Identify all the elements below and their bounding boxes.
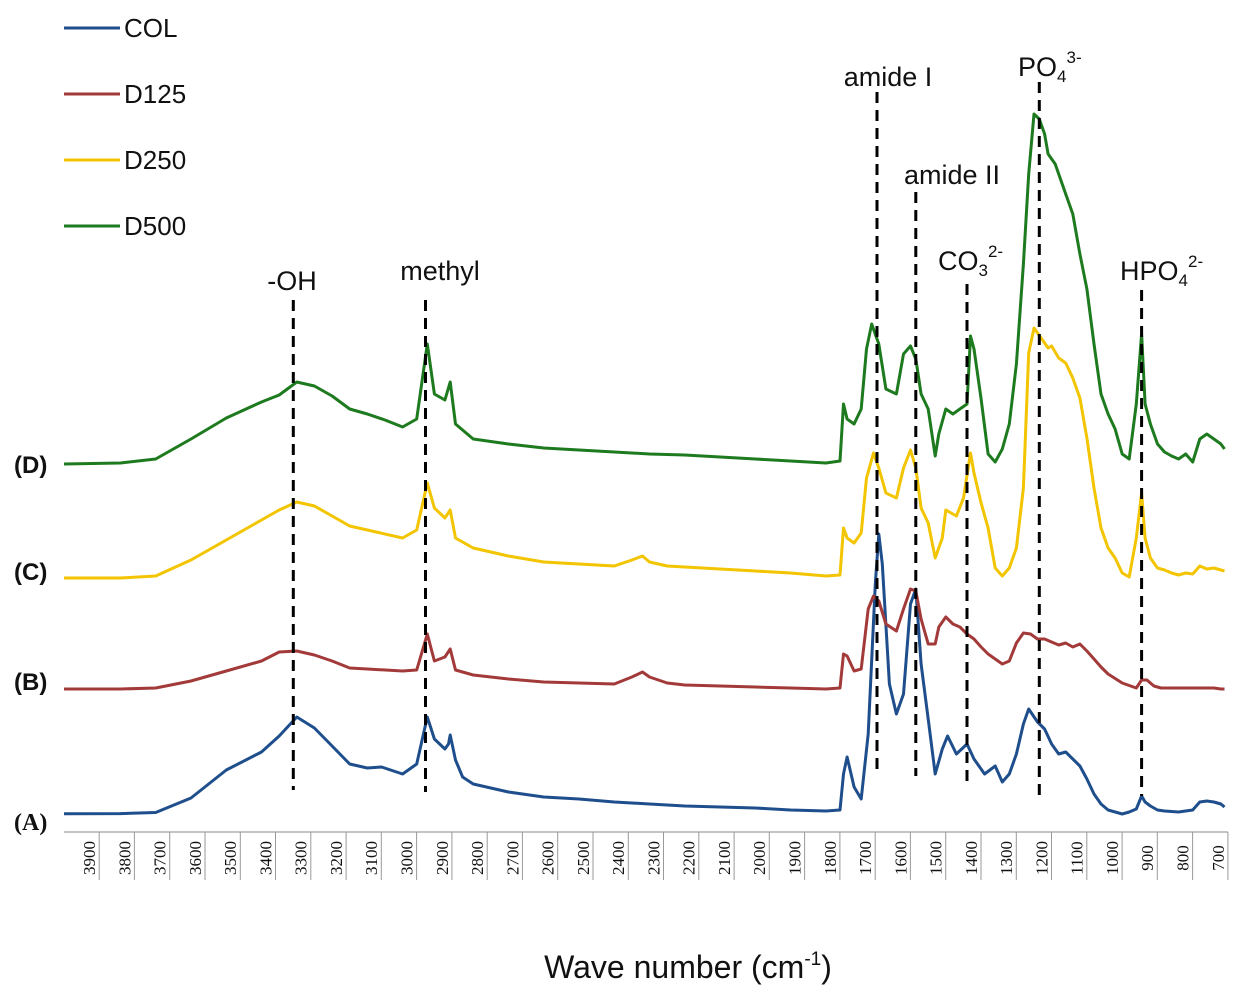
annotation-hpo: HPO42-	[1120, 252, 1203, 290]
annotation-amide-i: amide I	[844, 62, 933, 92]
row-label-b: (B)	[14, 669, 47, 696]
x-tick-label-2000: 2000	[750, 841, 769, 875]
legend-label-d500: D500	[124, 211, 186, 241]
x-axis-label-close: )	[821, 949, 832, 985]
x-axis-label-text: Wave number (cm	[544, 949, 804, 985]
legend-label-d250: D250	[124, 145, 186, 175]
annotation-co: CO32-	[938, 242, 1003, 280]
x-tick-label-1000: 1000	[1103, 841, 1122, 875]
annotation-oh: -OH	[267, 266, 317, 296]
legend: COL D125 D250 D500	[64, 13, 186, 241]
row-label-a: (A)	[14, 810, 47, 836]
x-tick-label-1600: 1600	[891, 841, 910, 875]
x-tick-label-1300: 1300	[997, 841, 1016, 875]
x-tick-label-3400: 3400	[256, 841, 275, 875]
series-line-d500	[63, 112, 1226, 466]
series-line-d125	[64, 587, 1225, 691]
x-axis: 3900 3800 3700 3600 3500 3400 3300 3200 3100 3000…	[64, 831, 1229, 880]
x-tick-label-2500: 2500	[574, 841, 593, 875]
row-label-c: (C)	[14, 559, 47, 586]
x-tick-label-1800: 1800	[821, 841, 840, 875]
x-tick-label-3600: 3600	[186, 841, 205, 875]
x-tick-label-2800: 2800	[468, 841, 487, 875]
x-tick-label-2700: 2700	[503, 841, 522, 875]
annotation-layer: -OH methyl amide I amide II CO32- PO43- HPO42-	[267, 48, 1203, 796]
x-axis-label: Wave number (cm-1)	[544, 949, 832, 985]
x-tick-label-700: 700	[1209, 845, 1228, 871]
row-labels: (A) (B) (C) (D)	[14, 452, 47, 836]
x-tick-label-2300: 2300	[644, 841, 663, 875]
x-tick-label-3700: 3700	[151, 841, 170, 875]
x-tick-label-3900: 3900	[80, 841, 99, 875]
x-tick-label-1500: 1500	[927, 841, 946, 875]
x-tick-label-900: 900	[1138, 845, 1157, 871]
x-tick-label-3100: 3100	[362, 841, 381, 875]
x-tick-label-2200: 2200	[680, 841, 699, 875]
x-tick-label-1200: 1200	[1032, 841, 1051, 875]
x-tick-label-2600: 2600	[539, 841, 558, 875]
x-tick-label-3000: 3000	[398, 841, 417, 875]
series-line-col	[63, 532, 1226, 816]
legend-label-col: COL	[124, 13, 177, 43]
series-layer	[63, 112, 1226, 816]
x-tick-label-3800: 3800	[115, 841, 134, 875]
annotation-methyl: methyl	[400, 256, 480, 286]
x-axis-label-superscript: -1	[804, 949, 821, 970]
x-tick-label-2400: 2400	[609, 841, 628, 875]
x-tick-label-2900: 2900	[433, 841, 452, 875]
x-tick-label-800: 800	[1174, 845, 1193, 871]
legend-label-d125: D125	[124, 79, 186, 109]
x-tick-label-3200: 3200	[327, 841, 346, 875]
row-label-d: (D)	[14, 452, 47, 479]
annotation-po: PO43-	[1018, 48, 1082, 86]
x-tick-label-1900: 1900	[786, 841, 805, 875]
x-tick-label-3300: 3300	[292, 841, 311, 875]
x-tick-label-2100: 2100	[715, 841, 734, 875]
x-tick-label-1400: 1400	[962, 841, 981, 875]
x-tick-label-3500: 3500	[221, 841, 240, 875]
x-tick-label-1100: 1100	[1068, 841, 1087, 874]
annotation-amide-ii: amide II	[904, 160, 1000, 190]
series-line-d250	[64, 326, 1225, 580]
x-tick-label-1700: 1700	[856, 841, 875, 875]
